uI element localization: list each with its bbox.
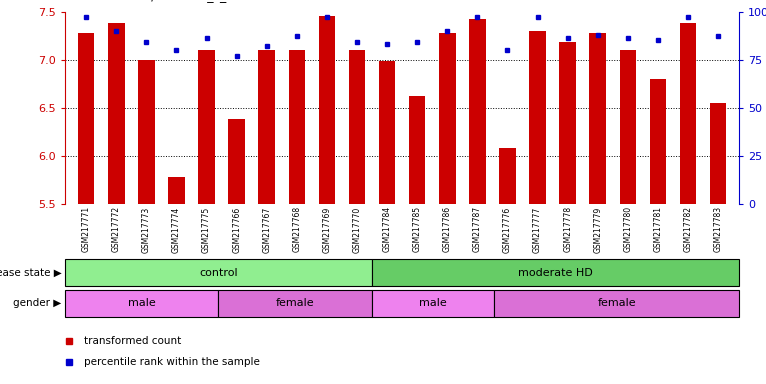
Bar <box>289 50 305 204</box>
Bar <box>679 23 696 204</box>
Text: GDS2887 / 203057_s_at: GDS2887 / 203057_s_at <box>88 0 239 2</box>
Bar <box>499 148 516 204</box>
Bar <box>494 290 739 317</box>
Bar <box>379 61 395 204</box>
Bar <box>65 290 218 317</box>
Bar <box>138 60 155 204</box>
Bar <box>439 33 456 204</box>
Bar <box>372 290 494 317</box>
Bar <box>469 19 486 204</box>
Bar <box>650 79 666 204</box>
Bar <box>65 259 372 286</box>
Bar <box>590 33 606 204</box>
Text: disease state ▶: disease state ▶ <box>0 268 61 278</box>
Bar <box>620 50 636 204</box>
Bar <box>319 16 336 204</box>
Text: control: control <box>199 268 237 278</box>
Text: percentile rank within the sample: percentile rank within the sample <box>84 357 260 367</box>
Text: female: female <box>276 298 314 308</box>
Bar <box>78 33 94 204</box>
Bar <box>559 42 576 204</box>
Text: male: male <box>419 298 447 308</box>
Bar <box>198 50 214 204</box>
Bar <box>372 259 739 286</box>
Bar <box>218 290 372 317</box>
Text: male: male <box>128 298 155 308</box>
Bar <box>258 50 275 204</box>
Bar <box>349 50 365 204</box>
Text: moderate HD: moderate HD <box>518 268 593 278</box>
Bar <box>108 23 125 204</box>
Bar <box>710 103 726 204</box>
Bar <box>529 31 546 204</box>
Bar <box>228 119 245 204</box>
Text: female: female <box>597 298 636 308</box>
Bar <box>169 177 185 204</box>
Text: transformed count: transformed count <box>84 336 182 346</box>
Bar <box>409 96 425 204</box>
Text: gender ▶: gender ▶ <box>13 298 61 308</box>
